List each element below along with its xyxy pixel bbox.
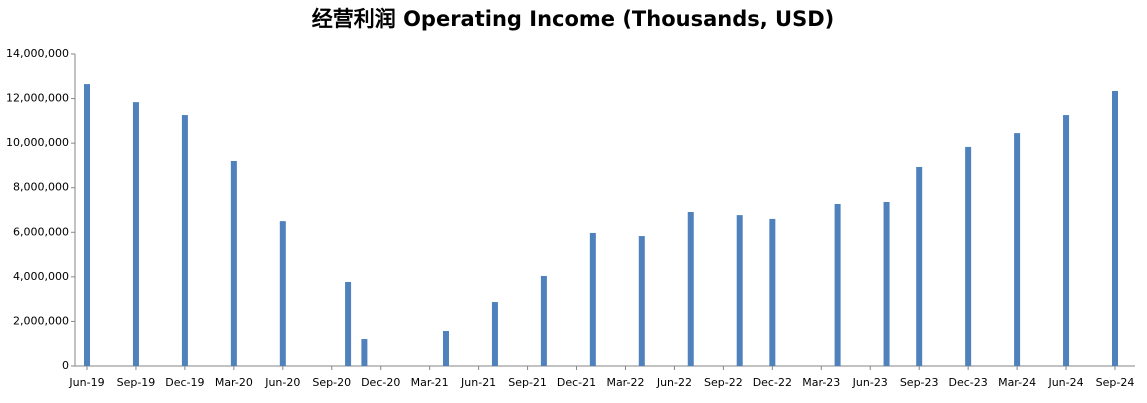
bar [834, 203, 841, 366]
x-tick-label: Sep-23 [900, 376, 939, 389]
x-tick-label: Dec-21 [557, 376, 596, 389]
x-tick-label: Mar-22 [606, 376, 644, 389]
bar [361, 339, 368, 366]
bar [540, 275, 547, 366]
x-tick-label: Jun-23 [852, 376, 888, 389]
bar [1112, 90, 1118, 366]
y-tick-label: 0 [62, 359, 69, 372]
bar [638, 236, 645, 366]
x-tick-label: Mar-24 [998, 376, 1036, 389]
bar [916, 166, 923, 366]
x-tick-label: Jun-21 [460, 376, 496, 389]
y-tick-label: 2,000,000 [13, 314, 69, 327]
bar [769, 218, 776, 366]
bar [687, 212, 694, 366]
x-tick-label: Jun-22 [656, 376, 692, 389]
bar [230, 160, 237, 366]
bar [491, 302, 498, 366]
bar [442, 331, 449, 366]
bar [1063, 115, 1070, 366]
y-tick-label: 6,000,000 [13, 225, 69, 238]
x-tick-label: Dec-19 [165, 376, 204, 389]
bar [1014, 133, 1021, 366]
x-tick-label: Sep-21 [508, 376, 547, 389]
x-tick-label: Sep-20 [312, 376, 351, 389]
bar [181, 115, 188, 366]
y-tick-label: 12,000,000 [6, 92, 69, 105]
y-tick-label: 4,000,000 [13, 270, 69, 283]
x-tick-label: Mar-23 [802, 376, 840, 389]
y-tick-label: 8,000,000 [13, 181, 69, 194]
bar [132, 102, 139, 366]
x-tick-label: Jun-19 [68, 376, 104, 389]
chart-title: 经营利润 Operating Income (Thousands, USD) [312, 7, 834, 31]
bar [965, 146, 972, 366]
x-tick-label: Sep-24 [1096, 376, 1135, 389]
bar [345, 281, 352, 366]
bar [279, 221, 286, 366]
x-tick-label: Dec-20 [361, 376, 400, 389]
x-tick-label: Sep-19 [117, 376, 156, 389]
x-tick-label: Jun-20 [264, 376, 300, 389]
x-tick-label: Mar-20 [215, 376, 253, 389]
x-tick-label: Mar-21 [411, 376, 449, 389]
y-tick-label: 10,000,000 [6, 136, 69, 149]
bar [883, 201, 890, 366]
x-tick-label: Sep-22 [704, 376, 743, 389]
x-tick-label: Dec-22 [753, 376, 792, 389]
bar [736, 215, 743, 366]
x-tick-label: Dec-23 [949, 376, 988, 389]
bar [589, 232, 596, 366]
x-tick-label: Jun-24 [1047, 376, 1083, 389]
bar [84, 84, 90, 366]
y-tick-label: 14,000,000 [6, 47, 69, 60]
